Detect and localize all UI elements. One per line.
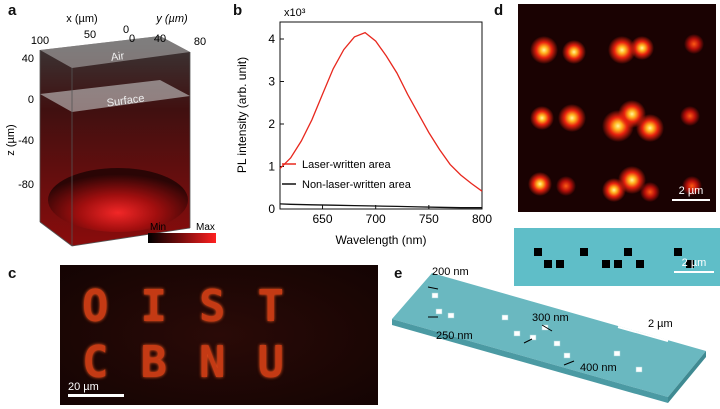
emitter-spot	[680, 106, 700, 126]
z-tick: 40	[22, 53, 34, 65]
series-line-non-laser	[279, 203, 482, 209]
emitter-spot	[608, 36, 636, 64]
plot-frame	[279, 21, 483, 210]
volume-red-glow	[48, 168, 188, 232]
y-tick-label: 2	[268, 117, 275, 131]
colorbar-min: Min	[150, 222, 166, 233]
emitter-spot	[556, 176, 576, 196]
panel-c-image: OIST CBNU 20 µm	[60, 265, 378, 405]
scale-bar-chip-label: 2 µm	[682, 257, 707, 269]
z-tick: 0	[28, 94, 34, 106]
panel-a-volume: 100 50 0 x (µm) 0 40 80 y (µm) 40 0 -40 …	[5, 13, 216, 247]
legend-laser: Laser-written area	[302, 159, 392, 171]
chip-layout	[514, 228, 720, 286]
chip-holes	[534, 248, 694, 268]
dim-300: 300 nm	[532, 312, 569, 324]
y-axis-title: PL intensity (arb. unit)	[235, 57, 249, 173]
scale-bar-d-label: 2 µm	[679, 185, 704, 197]
panel-d: 2 µm 2 µm	[514, 4, 720, 286]
emitter-spot	[640, 182, 660, 202]
emitter-spot	[562, 40, 586, 64]
x-axis-label: x (µm)	[66, 13, 97, 25]
panel-label-c: c	[8, 265, 17, 282]
chip-slab-side	[668, 351, 706, 403]
surface-label: Surface	[106, 92, 145, 109]
emitter-spot	[682, 176, 702, 196]
y-tick-label: 1	[268, 160, 275, 174]
x-tick: 0	[123, 24, 129, 36]
x-tick-label: 800	[472, 212, 492, 226]
y-tick: 40	[154, 33, 166, 45]
surface-plane	[40, 80, 190, 112]
y-axis-label: y (µm)	[155, 13, 188, 25]
legend-non-laser: Non-laser-written area	[302, 179, 412, 191]
panel-e-schematic: 200 nm 250 nm 300 nm 400 nm 2 µm	[392, 266, 706, 403]
y-tick-label: 3	[268, 75, 275, 89]
oist-text: OIST	[82, 281, 316, 332]
z-tick: -80	[18, 179, 34, 191]
z-axis-label: z (µm)	[5, 124, 17, 155]
dim-250: 250 nm	[436, 330, 473, 342]
y-tick: 80	[194, 36, 206, 48]
x-tick: 50	[84, 29, 96, 41]
x-tick-label: 650	[313, 212, 333, 226]
scale-bar-c-label: 20 µm	[68, 381, 99, 393]
scale-bar-c	[68, 394, 124, 397]
exponent-label: x10³	[284, 7, 306, 19]
colorbar-max: Max	[196, 222, 215, 233]
emitter-spot	[636, 114, 664, 142]
emitter-spot	[630, 36, 654, 60]
dim-200: 200 nm	[432, 266, 469, 278]
y-tick-label: 0	[268, 202, 275, 216]
x-tick-label: 700	[366, 212, 386, 226]
chip-slab-top	[392, 273, 706, 397]
emitter-spot	[618, 166, 646, 194]
chip-holes-3d	[431, 292, 643, 373]
emitter-spot	[528, 172, 552, 196]
emitter-spot	[684, 34, 704, 54]
panel-label-a: a	[8, 2, 17, 19]
x-axis-title: Wavelength (nm)	[336, 233, 427, 247]
scale-bar-e	[617, 326, 669, 342]
y-tick-label: 4	[268, 32, 275, 46]
panel-label-d: d	[494, 2, 504, 19]
x-tick: 100	[31, 35, 49, 47]
panel-label-e: e	[394, 265, 403, 282]
air-plane	[40, 36, 190, 68]
pl-spectrum-chart: x10³ 650 700 750 800 0 1 2 3 4 Wavelength (nm) P…	[235, 7, 492, 247]
scale-bar-e-label: 2 µm	[648, 318, 673, 330]
emitter-spot	[530, 106, 554, 130]
chip-slab-front	[392, 319, 668, 403]
cbnu-text: CBNU	[82, 337, 316, 388]
colorbar	[148, 233, 216, 243]
dimension-arrows	[427, 286, 575, 366]
emitter-spot	[558, 104, 586, 132]
series-line-laser	[279, 31, 483, 192]
z-tick: -40	[18, 135, 34, 147]
dim-400: 400 nm	[580, 362, 617, 374]
y-tick: 0	[129, 33, 135, 45]
emitter-spot	[530, 36, 558, 64]
panel-label-b: b	[233, 2, 243, 19]
air-label: Air	[110, 50, 125, 64]
x-tick-label: 750	[419, 212, 439, 226]
